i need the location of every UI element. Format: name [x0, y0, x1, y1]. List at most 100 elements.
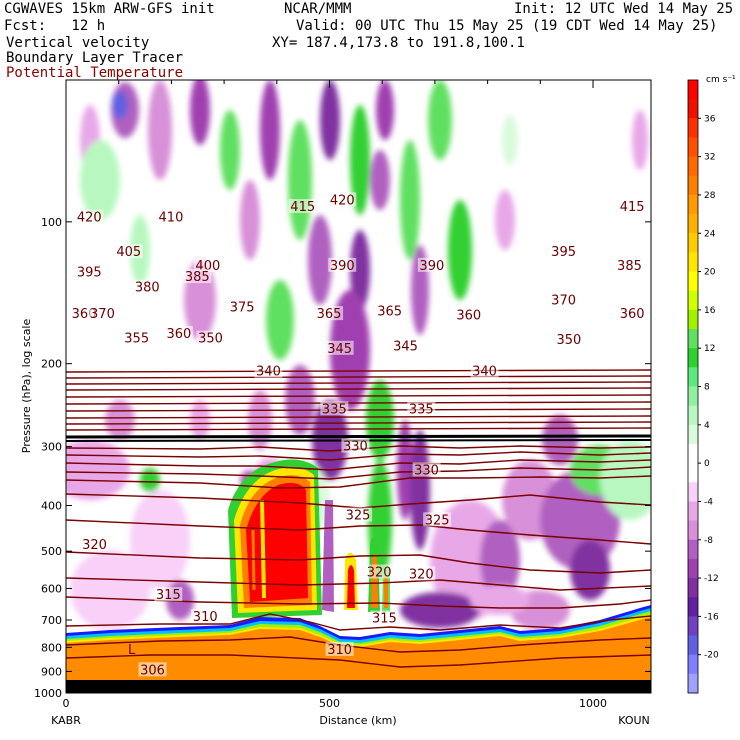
- contour-label-bg: [288, 198, 317, 213]
- colorbar-swatch: [688, 539, 698, 560]
- contour-label: 306: [140, 663, 165, 678]
- contour-label-bg: [325, 641, 354, 656]
- field-vertical-velocity: Vertical velocity: [6, 35, 150, 51]
- contour-label: 330: [343, 440, 368, 455]
- colorbar-swatch: [688, 214, 698, 234]
- colorbar-swatch: [688, 463, 698, 483]
- contour-label: 320: [82, 538, 107, 553]
- contour-label-bg: [407, 401, 436, 416]
- contour-label: 345: [327, 342, 352, 357]
- contour-label-bg: [138, 662, 167, 677]
- colorbar-swatch: [688, 443, 698, 464]
- contour-label: 355: [124, 332, 149, 347]
- contour-label: 335: [322, 402, 347, 417]
- x-tick-label: 500: [319, 697, 340, 710]
- colorbar-swatch: [688, 118, 698, 138]
- colorbar-tick-label: 16: [704, 306, 716, 316]
- contour-label: 340: [472, 365, 497, 380]
- left-endpoint-label: KABR: [51, 714, 81, 727]
- field-potential-temperature: Potential Temperature: [6, 65, 184, 81]
- colorbar-swatch: [688, 348, 698, 368]
- contour-label-bg: [196, 330, 225, 345]
- y-tick-label: 700: [41, 614, 62, 627]
- colorbar-swatch: [688, 501, 698, 522]
- colorbar-tick-label: -16: [704, 612, 719, 622]
- colorbar-swatch: [688, 654, 698, 675]
- contour-label: 330: [414, 463, 439, 478]
- contour-label: 345: [393, 340, 418, 355]
- center-label: NCAR/MMM: [284, 1, 352, 17]
- contour-label-bg: [122, 330, 151, 345]
- contour-label-bg: [549, 244, 578, 259]
- contour-label: 340: [256, 365, 281, 380]
- contour-label-bg: [156, 209, 185, 224]
- contour-label-bg: [615, 257, 644, 272]
- colorbar-tick-label: 20: [704, 268, 716, 278]
- y-tick-label: 800: [41, 641, 62, 654]
- colorbar-swatch: [688, 271, 698, 292]
- contour-label-bg: [365, 564, 394, 579]
- colorbar-tick-label: -12: [704, 574, 719, 584]
- contour-label: 320: [409, 567, 434, 582]
- y-tick-label: 1000: [34, 687, 62, 700]
- colorbar-tick-label: 4: [704, 421, 710, 431]
- x-axis-title: Distance (km): [319, 714, 396, 727]
- contour-label-bg: [344, 507, 373, 522]
- contour-label: 390: [330, 259, 355, 274]
- contour-label: 385: [185, 270, 210, 285]
- y-tick-label: 500: [41, 545, 62, 558]
- contour-label: 390: [419, 259, 444, 274]
- contour-label-bg: [88, 306, 117, 321]
- contour-label-bg: [75, 264, 104, 279]
- colorbar-swatch: [688, 520, 698, 541]
- model-title: CGWAVES 15km ARW-GFS init: [4, 1, 215, 17]
- contour-label: 365: [317, 307, 342, 322]
- contour-label-bg: [391, 338, 420, 353]
- colorbar-swatch: [688, 194, 698, 215]
- contour-label: 350: [198, 332, 223, 347]
- distance-axis: 0 500 1000: [63, 80, 607, 710]
- low-marker: L: [128, 643, 136, 658]
- contour-label-bg: [341, 438, 370, 453]
- right-endpoint-label: KOUN: [618, 714, 650, 727]
- contour-label: 415: [620, 200, 645, 215]
- colorbar-swatch: [688, 233, 698, 253]
- cross-section-endpoints: XY= 187.4,173.8 to 191.8,100.1: [272, 35, 525, 51]
- contour-label: 320: [367, 566, 392, 581]
- contour-label: 415: [290, 200, 315, 215]
- contour-label-bg: [320, 401, 349, 416]
- plot-frame: [65, 79, 652, 694]
- colorbar-swatch: [688, 290, 698, 311]
- colorbar-swatch: [688, 558, 698, 579]
- contour-label: 375: [230, 301, 255, 316]
- contour-label-bg: [328, 257, 357, 272]
- colorbar-tick-label: -20: [704, 651, 719, 661]
- contour-label: 360: [456, 308, 481, 323]
- contour-label-bg: [80, 536, 109, 551]
- valid-time: Valid: 00 UTC Thu 15 May 25 (19 CDT Wed …: [296, 18, 718, 34]
- colorbar-swatch: [688, 99, 698, 119]
- colorbar-swatch: [688, 367, 698, 387]
- contour-label: 405: [116, 245, 141, 260]
- colorbar-swatch: [688, 329, 698, 349]
- contour-label: 395: [551, 245, 576, 260]
- contour-label: 365: [377, 305, 402, 320]
- contour-label: 370: [90, 307, 115, 322]
- colorbar-swatch: [688, 309, 698, 330]
- colorbar-swatch: [688, 482, 698, 502]
- contour-label: 335: [409, 402, 434, 417]
- contour-label-bg: [315, 306, 344, 321]
- potential-temperature-contours: [66, 369, 651, 668]
- contour-label-bg: [133, 279, 162, 294]
- colorbar-tick-label: 36: [704, 114, 716, 124]
- y-tick-label: 100: [41, 216, 62, 229]
- contour-label: 420: [77, 211, 102, 226]
- contour-label: 360: [166, 327, 191, 342]
- contour-label-bg: [254, 363, 283, 378]
- colorbar-swatch: [688, 137, 698, 158]
- contour-label-bg: [454, 307, 483, 322]
- contour-label: 315: [372, 612, 397, 627]
- contour-label-bg: [191, 609, 220, 624]
- contour-label-bg: [328, 192, 357, 207]
